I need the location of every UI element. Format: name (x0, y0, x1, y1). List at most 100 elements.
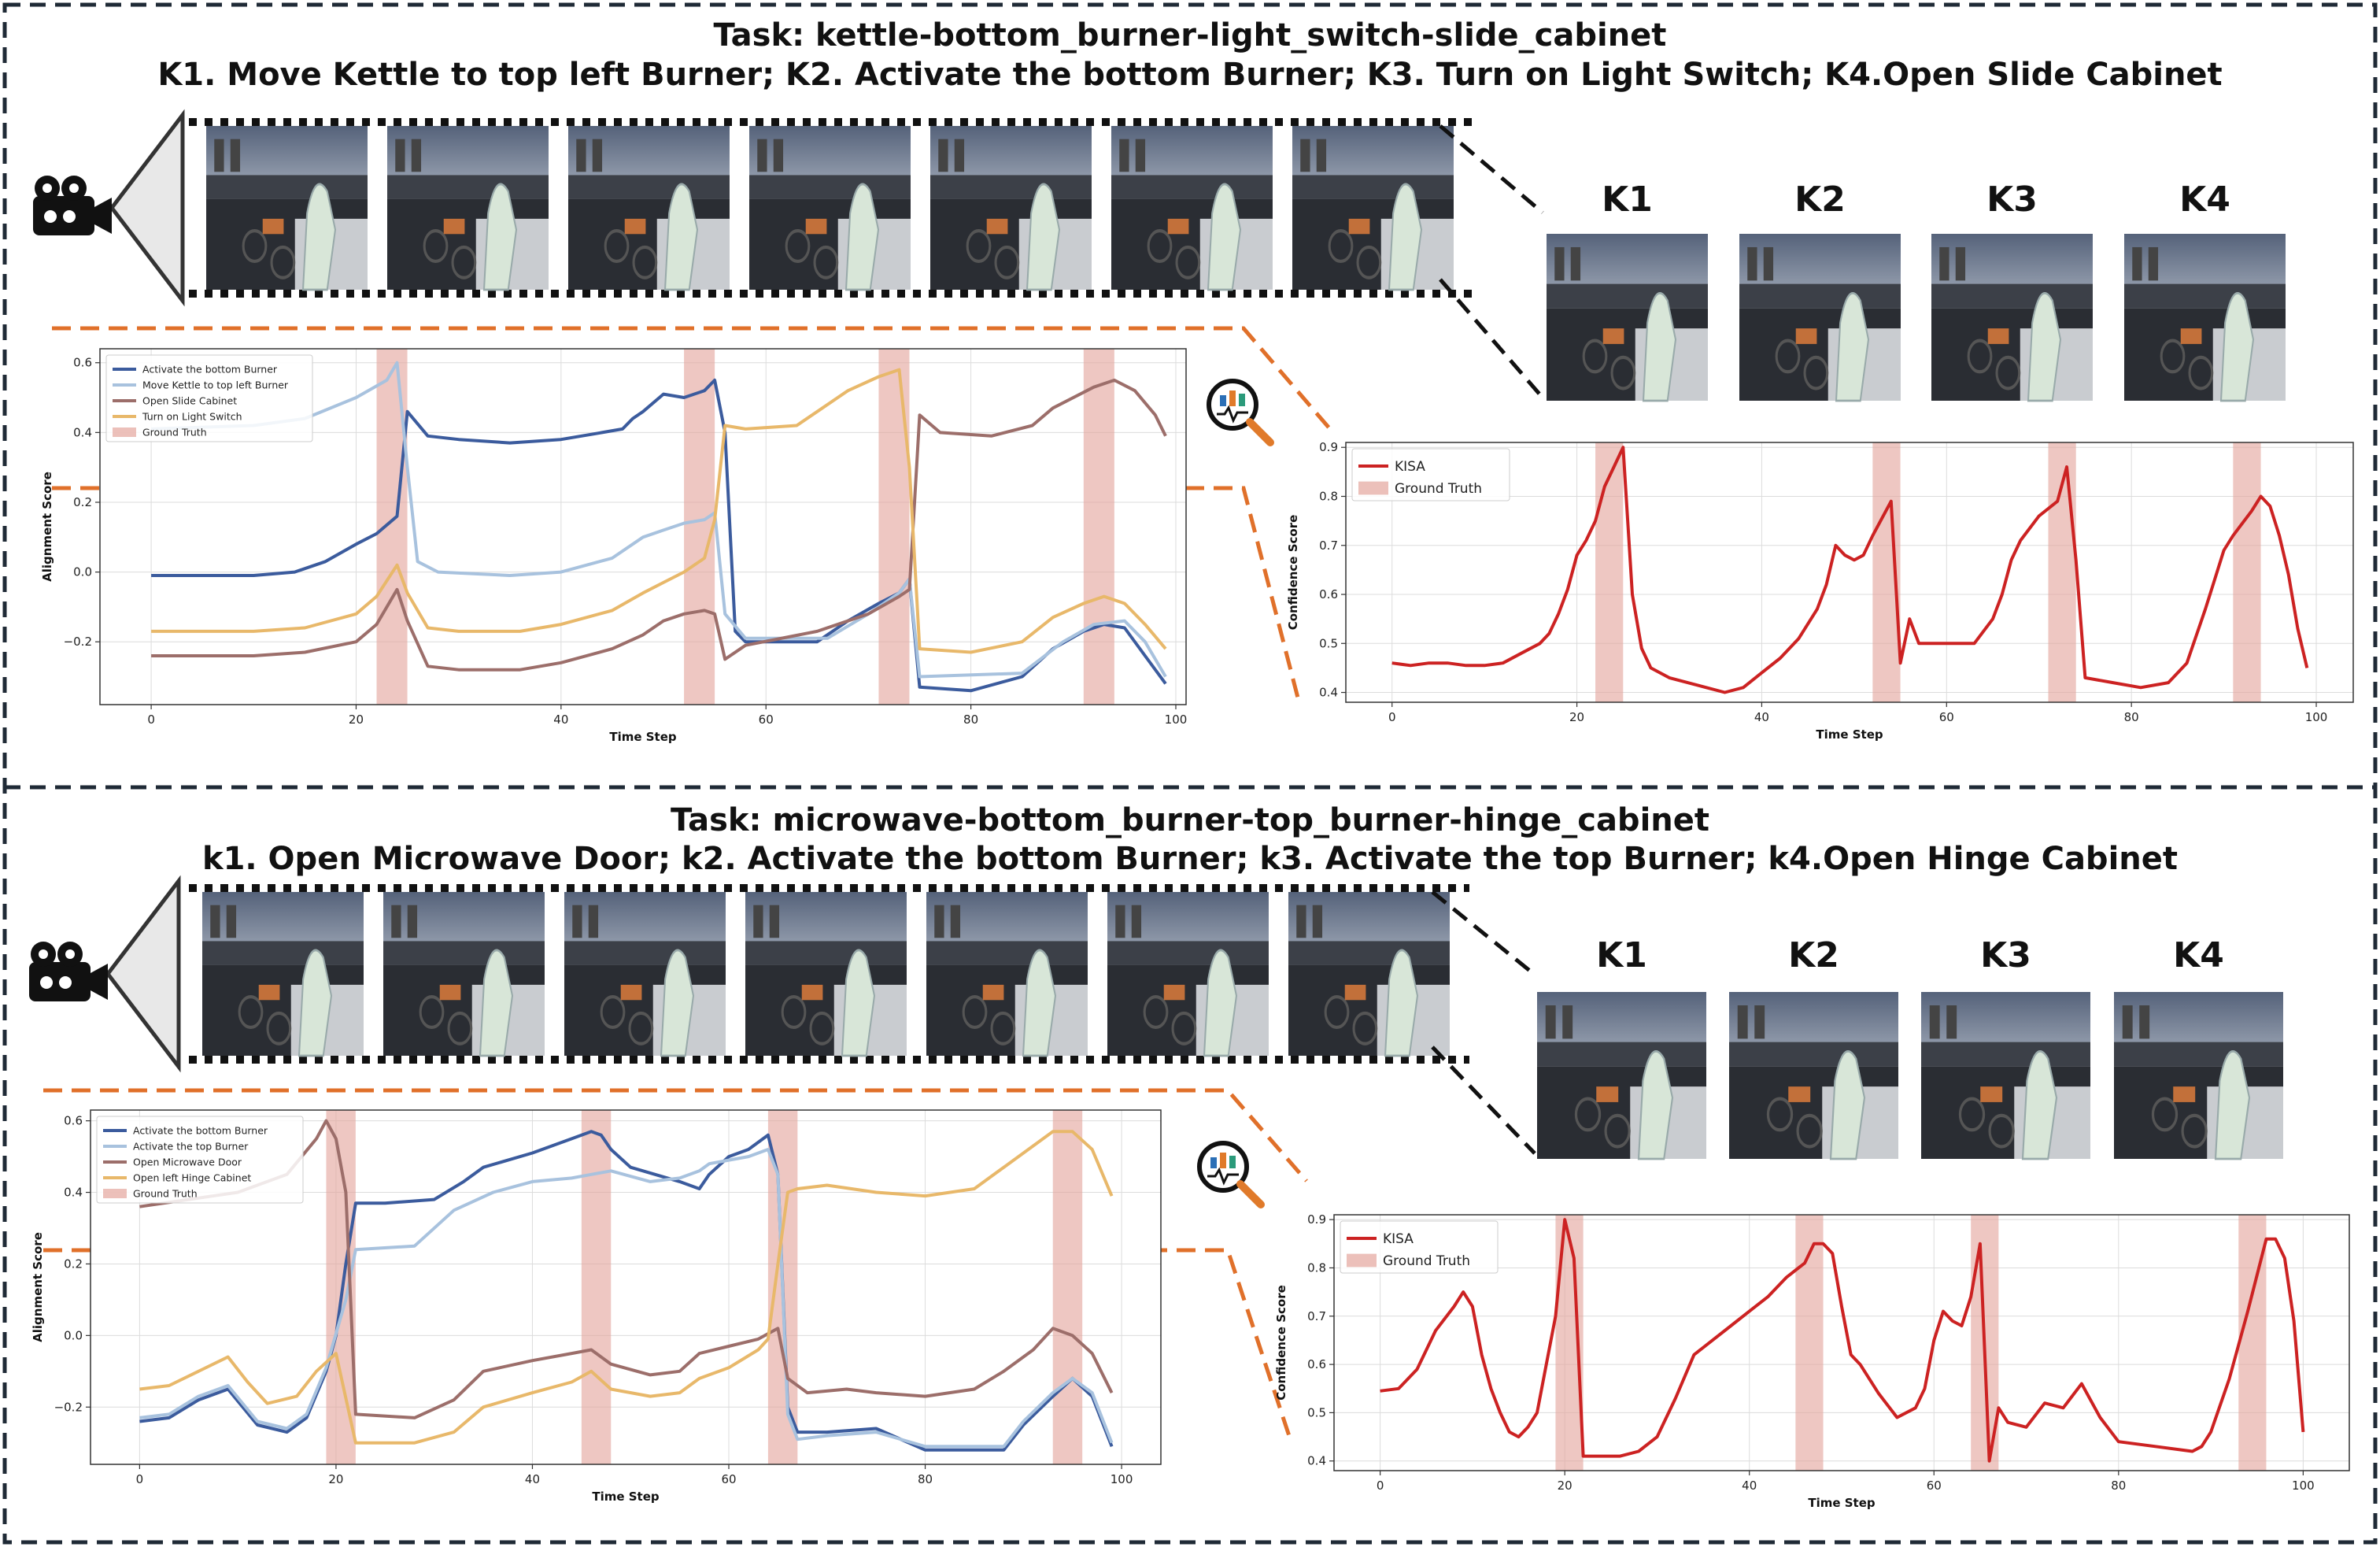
task-title-1: Task: kettle-bottom_burner-light_switch-… (714, 17, 1667, 54)
keyframe-image (1739, 234, 1901, 401)
y-tick-label: 0.8 (1319, 489, 1338, 503)
keyframe-image (1547, 234, 1708, 401)
x-tick-label: 80 (2111, 1479, 2126, 1493)
y-axis-label: Alignment Score (31, 1232, 45, 1342)
y-tick-label: −0.2 (54, 1400, 83, 1414)
series-line (139, 1119, 1114, 1419)
legend-label: Ground Truth (1395, 481, 1482, 497)
y-tick-label: 0.5 (1307, 1405, 1326, 1419)
magnifier-bar (1210, 1157, 1217, 1168)
magnifier-pulse (1207, 1167, 1239, 1186)
series-line (1391, 446, 2309, 694)
legend-box (96, 1116, 304, 1204)
x-axis-label: Time Step (592, 1490, 660, 1504)
y-axis-label: Confidence Score (1274, 1285, 1288, 1401)
video-frame (568, 126, 730, 290)
video-frame (1292, 126, 1454, 290)
magnifier-pulse (1217, 405, 1248, 424)
x-tick-label: 20 (1558, 1479, 1572, 1493)
camera-dot (63, 210, 76, 223)
series-line (139, 1148, 1114, 1449)
video-frame (206, 126, 368, 290)
keyframe-label: K2 (1794, 179, 1846, 220)
video-frame (930, 126, 1092, 290)
x-tick-label: 40 (525, 1472, 540, 1486)
x-axis-label: Time Step (1808, 1496, 1876, 1510)
film-perforation-bottom (187, 290, 1473, 298)
connector-line (43, 1088, 1308, 1182)
ground-truth-band (1052, 1110, 1083, 1464)
keyframe-label: K4 (2179, 179, 2230, 220)
x-tick-label: 0 (1377, 1479, 1384, 1493)
x-tick-label: 40 (1742, 1479, 1757, 1493)
series-line (151, 378, 1167, 693)
legend-label: Ground Truth (133, 1187, 198, 1199)
x-tick-label: 60 (1927, 1479, 1942, 1493)
y-tick-label: 0.2 (64, 1256, 83, 1271)
legend-label: Ground Truth (142, 426, 207, 438)
video-frame (745, 892, 907, 1056)
magnifier-handle (1246, 418, 1274, 446)
camera-lens (94, 198, 112, 234)
x-tick-label: 80 (918, 1472, 933, 1486)
subtask-line-1: K1. Move Kettle to top left Burner; K2. … (157, 57, 2222, 93)
legend-swatch (1347, 1253, 1377, 1268)
legend-label: Open Microwave Door (133, 1156, 242, 1168)
keyframe-label: K1 (1602, 179, 1653, 220)
video-frame (926, 892, 1088, 1056)
legend-swatch (103, 1189, 127, 1198)
x-tick-label: 80 (2124, 710, 2139, 724)
x-tick-label: 40 (553, 712, 568, 727)
y-tick-label: 0.4 (73, 425, 92, 439)
plot-frame (90, 1109, 1162, 1465)
legend-label: Open Slide Cabinet (142, 394, 237, 406)
y-tick-label: 0.9 (1319, 440, 1338, 454)
keyframe-image (2124, 234, 2286, 401)
legend-box (1351, 448, 1510, 501)
y-tick-label: −0.2 (64, 635, 92, 649)
film-perforation-top (183, 884, 1469, 892)
task-header-1: Task: kettle-bottom_burner-light_switch-… (157, 17, 2222, 93)
keyframe-label: K3 (1980, 935, 2031, 975)
series-line (1380, 1218, 2305, 1463)
y-axis-label: Alignment Score (40, 472, 54, 582)
x-tick-label: 60 (759, 712, 774, 727)
x-tick-label: 100 (2292, 1479, 2315, 1493)
x-tick-label: 100 (2305, 710, 2328, 724)
y-tick-label: 0.6 (64, 1114, 83, 1128)
keyframe-image (1921, 992, 2090, 1159)
connector-line (52, 326, 1332, 431)
legend-label: Open left Hinge Cabinet (133, 1171, 251, 1183)
plot-frame (99, 348, 1187, 705)
y-tick-label: 0.0 (73, 565, 92, 579)
film-perforation-bottom (183, 1056, 1469, 1064)
confidence-chart-1: 0 20 40 60 80 100 0.4 0.5 0.6 0.7 0.8 0.9 Time Step C… (1286, 440, 2354, 742)
film-perforation-top (187, 118, 1473, 126)
camera-reel-hole (65, 949, 75, 959)
y-tick-label: 0.8 (1307, 1260, 1326, 1275)
ground-truth-band (2233, 442, 2261, 702)
keyframe-label: K4 (2173, 935, 2224, 975)
legend-label: Activate the bottom Burner (133, 1124, 268, 1136)
y-tick-label: 0.7 (1307, 1309, 1326, 1323)
x-tick-label: 20 (349, 712, 364, 727)
legend-label: Turn on Light Switch (142, 410, 242, 422)
projector-cone (105, 875, 181, 1073)
magnifier-bar (1220, 1153, 1226, 1168)
video-frame (1111, 126, 1273, 290)
x-tick-label: 0 (147, 712, 155, 727)
legend-box (1340, 1220, 1499, 1274)
legend-box (105, 354, 313, 442)
camera-reel-hole (42, 183, 52, 193)
y-tick-label: 0.6 (1307, 1357, 1326, 1371)
keyframe-label: K2 (1788, 935, 1839, 975)
x-tick-label: 40 (1754, 710, 1769, 724)
x-tick-label: 80 (963, 712, 978, 727)
y-tick-label: 0.0 (64, 1328, 83, 1342)
video-camera-icon (33, 176, 112, 235)
video-filmstrip-2 (29, 875, 1469, 1073)
video-frame (202, 892, 364, 1056)
video-frame (564, 892, 726, 1056)
video-frame (1288, 892, 1450, 1056)
